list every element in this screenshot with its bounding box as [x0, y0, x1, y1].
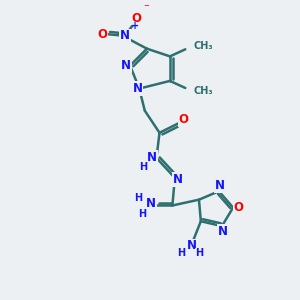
Text: O: O: [178, 113, 188, 126]
Text: N: N: [218, 225, 227, 238]
Text: N: N: [132, 82, 142, 95]
Text: CH₃: CH₃: [194, 86, 213, 96]
Text: N: N: [147, 151, 157, 164]
Text: O: O: [98, 28, 108, 41]
Text: O: O: [234, 201, 244, 214]
Text: N: N: [173, 173, 183, 186]
Text: H: H: [134, 193, 142, 203]
Text: N: N: [214, 179, 224, 192]
Text: H: H: [177, 248, 185, 259]
Text: N: N: [122, 59, 131, 72]
Text: H: H: [195, 248, 203, 259]
Text: N: N: [187, 239, 196, 252]
Text: ⁻: ⁻: [143, 3, 149, 13]
Text: H: H: [139, 209, 147, 219]
Text: +: +: [131, 21, 139, 31]
Text: CH₃: CH₃: [194, 41, 213, 51]
Text: N: N: [146, 197, 156, 210]
Text: N: N: [120, 29, 130, 42]
Text: O: O: [131, 11, 142, 25]
Text: H: H: [140, 161, 148, 172]
